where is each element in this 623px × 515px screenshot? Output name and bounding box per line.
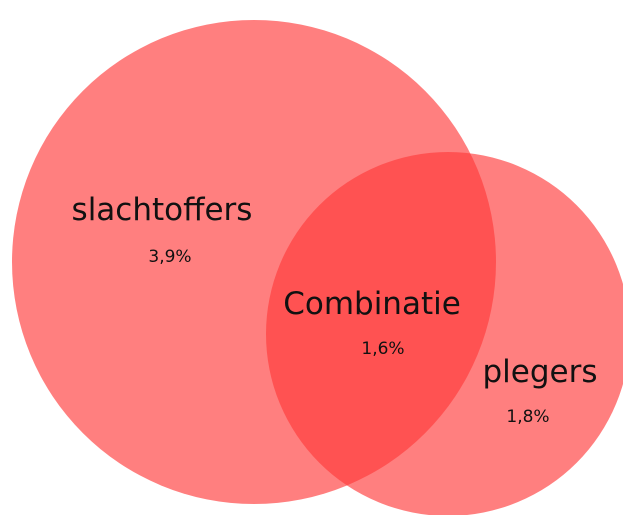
intersection-value-label: 1,6% <box>361 339 404 359</box>
set-label: slachtoffers <box>72 192 253 228</box>
set-label: plegers <box>482 354 597 390</box>
set-value-label: 3,9% <box>148 247 191 267</box>
set-value-label: 1,8% <box>506 407 549 427</box>
set-circle <box>266 152 623 515</box>
intersection-label: Combinatie <box>283 286 461 322</box>
